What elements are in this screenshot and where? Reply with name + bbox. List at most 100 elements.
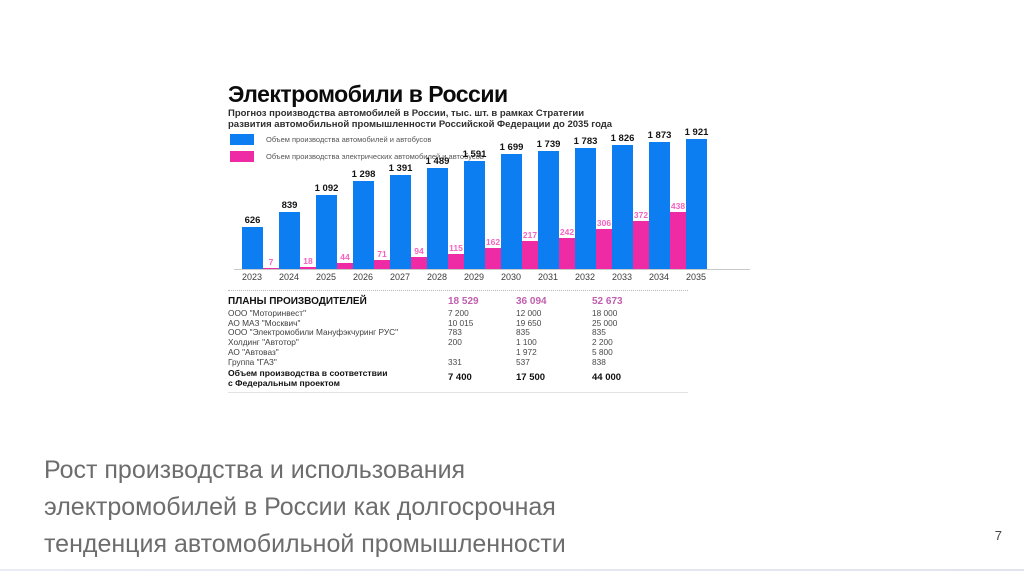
manufacturer-name: Холдинг "Автотор": [228, 337, 299, 348]
x-axis-tick-2027: 2027: [389, 272, 411, 282]
bar-total-2031: 1 739: [537, 139, 560, 269]
table-footer-value-2: 17 500: [516, 372, 546, 384]
table-row: Группа "ГАЗ" 331 537 838: [228, 356, 688, 368]
year-group-2027: 1 391 94 2027: [389, 163, 427, 282]
bar-value-label-total: 1 873: [647, 130, 672, 141]
bar-value-label-ev: 372: [633, 210, 649, 220]
table-header-value-2: 36 094: [516, 296, 547, 307]
bar-value-label-total: 1 489: [425, 156, 450, 167]
year-group-2034: 1 873 438 2034: [648, 130, 686, 282]
table-header-row: ПЛАНЫ ПРОИЗВОДИТЕЛЕЙ 18 529 36 094 52 67…: [228, 295, 688, 308]
bar-ev-2033: 372: [633, 210, 649, 269]
bar-chart-plot-area: 626 7 2023 839 18 2024 1 092 44 2025 1 298 71 2026 1…: [234, 120, 750, 282]
caption-line-3: тенденция автомобильной промышленности: [44, 530, 566, 558]
bar-total-2034: 1 873: [648, 130, 671, 269]
bar-value-label-total: 1 826: [610, 133, 635, 144]
bar-ev-2025: 44: [337, 252, 353, 269]
chart-title: Электромобили в России: [228, 81, 508, 107]
bar-total-2023: 626: [242, 215, 263, 269]
plan-value-3: 18 000: [592, 308, 618, 318]
table-footer-label-line-2: с Федеральным проектом: [228, 377, 340, 388]
bar-value-label-ev: 44: [340, 252, 350, 262]
bar-value-label-ev: 306: [596, 218, 612, 228]
bar-total-2029: 1 591: [463, 149, 486, 269]
manufacturer-name: ООО "Моторинвест": [228, 308, 307, 318]
bar-total-2030: 1 699: [500, 142, 523, 269]
bar-value-label-ev: 18: [303, 256, 313, 266]
plan-value-3: 835: [592, 327, 606, 338]
chart-subtitle-line-2: развития автомобильной промышленности Ро…: [228, 119, 613, 130]
plan-value-1: 331: [448, 356, 462, 367]
plan-value-3: 25 000: [592, 317, 618, 328]
x-axis-tick-2025: 2025: [315, 272, 337, 282]
x-axis-tick-2029: 2029: [463, 272, 485, 282]
bar-ev-2026: 71: [374, 249, 390, 269]
bar-value-label-ev: 94: [414, 246, 424, 256]
year-group-2023: 626 7 2023: [242, 215, 279, 282]
table-row: Холдинг "Автотор" 200 1 100 2 200: [228, 337, 688, 348]
bar-ev-2030: 217: [522, 230, 538, 269]
table-row: АО МАЗ "Москвич" 10 015 19 650 25 000: [228, 317, 688, 329]
legend-label-total: Объем производства автомобилей и автобус…: [266, 135, 432, 144]
x-axis-tick-2035: 2035: [685, 272, 707, 282]
bar-total-2026: 1 298: [352, 169, 375, 269]
infographic-block: Электромобили в России Прогноз производс…: [228, 81, 773, 394]
page-number: 7: [994, 528, 1002, 543]
plan-value-1: 200: [448, 337, 462, 348]
table-footer-label: Объем производства в соответствии с Феде…: [228, 368, 448, 388]
manufacturer-plans-table: ПЛАНЫ ПРОИЗВОДИТЕЛЕЙ 18 529 36 094 52 67…: [228, 290, 688, 394]
x-axis-tick-2023: 2023: [241, 272, 263, 282]
table-row: АО "Автоваз" 1 972 5 800: [228, 346, 688, 358]
caption-line-1: Рост производства и использования: [44, 456, 466, 484]
bar-value-label-ev: 242: [559, 227, 575, 237]
year-group-2028: 1 489 115 2028: [426, 156, 464, 282]
table-row: ООО "Электромобили Мануфэкчуринг РУС" 783…: [228, 328, 688, 338]
bar-value-label-total: 626: [244, 215, 261, 226]
bar-value-label-total: 1 391: [388, 163, 413, 174]
slide-caption: Рост производства и использования электр…: [44, 452, 566, 563]
bar-ev-2028: 115: [448, 243, 464, 269]
legend-label-ev: Объем производства электрических автомоб…: [266, 152, 484, 161]
plan-value-2: 835: [516, 327, 530, 338]
bar-total-2028: 1 489: [426, 156, 449, 269]
bar-value-label-ev: 217: [522, 230, 538, 240]
manufacturer-name: АО "Автоваз": [228, 346, 279, 357]
x-axis-tick-2031: 2031: [537, 272, 559, 282]
bar-ev-2029: 162: [485, 237, 501, 269]
bar-value-label-total: 839: [281, 200, 298, 211]
bar-value-label-ev: 71: [377, 249, 387, 259]
year-group-2025: 1 092 44 2025: [315, 183, 353, 282]
pink-swatch-icon: [230, 151, 254, 162]
table-row: ООО "Моторинвест" 7 200 12 000 18 000: [228, 308, 688, 319]
bar-ev-2023: 7: [263, 257, 279, 269]
manufacturer-name: ООО "Электромобили Мануфэкчуринг РУС": [228, 327, 399, 338]
bar-total-2035: 1 921: [685, 127, 708, 269]
table-header-label: ПЛАНЫ ПРОИЗВОДИТЕЛЕЙ: [228, 296, 367, 307]
caption-line-2: электромобилей в России как долгосрочная: [44, 493, 556, 521]
bar-total-2024: 839: [279, 200, 300, 269]
table-footer-value-3: 44 000: [592, 372, 622, 384]
bar-value-label-ev: 162: [485, 237, 501, 247]
bar-value-label-total: 1 699: [499, 142, 524, 153]
table-footer-label-line-1: Объем производства в соответствии: [228, 368, 388, 379]
bar-value-label-total: 1 783: [573, 136, 598, 147]
bar-value-label-ev: 438: [670, 201, 686, 211]
plan-value-2: 1 100: [516, 337, 537, 348]
year-group-2033: 1 826 372 2033: [611, 133, 649, 282]
bar-value-label-ev: 7: [268, 257, 274, 267]
year-group-2026: 1 298 71 2026: [352, 169, 390, 282]
bar-value-label-total: 1 739: [536, 139, 561, 150]
bar-total-2025: 1 092: [315, 183, 338, 269]
plan-value-3: 5 800: [592, 346, 613, 357]
plan-value-1: 10 015: [448, 317, 474, 328]
chart-subtitle-line-1: Прогноз производства автомобилей в Росси…: [228, 108, 585, 119]
chart-subtitle: Прогноз производства автомобилей в Росси…: [228, 108, 773, 130]
table-footer-value-1: 7 400: [448, 372, 472, 384]
x-axis-tick-2034: 2034: [648, 272, 670, 282]
bar-value-label-ev: 115: [449, 243, 463, 253]
legend-item-ev: Объем производства электрических автомоб…: [230, 151, 484, 162]
bar-total-2032: 1 783: [574, 136, 597, 269]
table-footer-row: Объем производства в соответствии с Феде…: [228, 368, 688, 388]
year-group-2029: 1 591 162 2029: [463, 149, 501, 282]
